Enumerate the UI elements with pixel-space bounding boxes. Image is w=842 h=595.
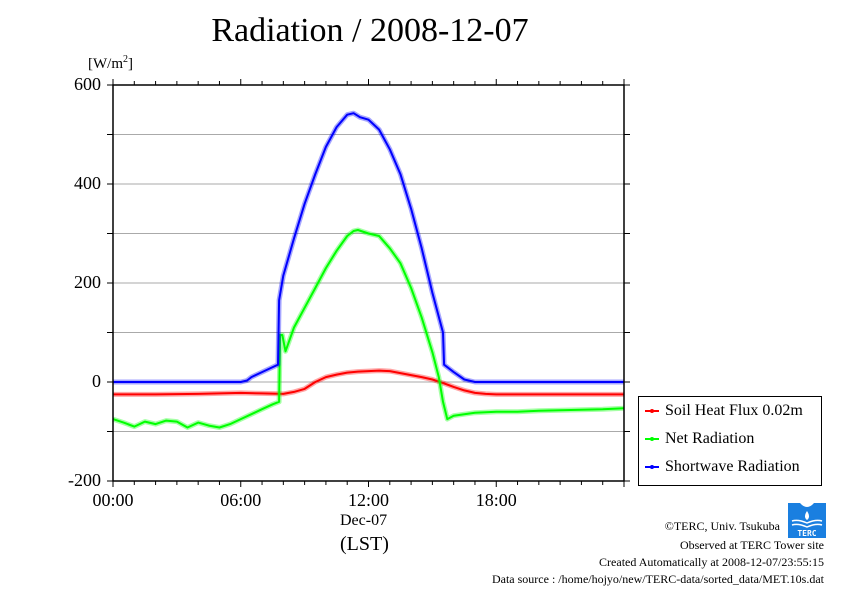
x-tick-label: 06:00: [220, 490, 262, 510]
y-tick-label: 200: [74, 272, 101, 292]
y-axis-unit: [W/m2]: [88, 54, 133, 73]
legend-swatch: [645, 409, 659, 413]
chart-title: Radiation / 2008-12-07: [211, 12, 529, 49]
series-line-soil-heat-flux-0-02m: [113, 369, 624, 396]
y-tick-label: -200: [68, 470, 101, 490]
x-axis-title: (LST): [340, 533, 389, 555]
series-line-shortwave-radiation: [113, 112, 624, 383]
y-unit-text: [W/m: [88, 56, 123, 72]
terc-logo-icon: TERC: [788, 503, 826, 538]
x-axis-date: Dec-07: [340, 512, 388, 529]
grid-lines: [113, 134, 624, 432]
y-unit-sup: 2: [123, 54, 128, 65]
credit-copyright: ©TERC, Univ. Tsukuba: [664, 519, 780, 533]
series-halo-1: [112, 227, 625, 430]
legend-swatch: [645, 465, 659, 469]
terc-logo-text: TERC: [797, 529, 816, 538]
y-unit-end: ]: [128, 56, 133, 72]
legend-item-soil-heat-flux: Soil Heat Flux 0.02m: [645, 401, 803, 421]
credit-created: Created Automatically at 2008-12-07/23:5…: [599, 555, 824, 569]
plot-frame: [107, 79, 630, 487]
y-tick-label: 400: [74, 173, 101, 193]
series-line-net-radiation: [112, 229, 625, 429]
credit-site: Observed at TERC Tower site: [679, 538, 824, 552]
legend-swatch: [645, 437, 659, 441]
legend-item-shortwave-radiation: Shortwave Radiation: [645, 457, 800, 477]
x-tick-label: 12:00: [347, 490, 389, 510]
y-tick-label: 600: [74, 74, 101, 94]
legend-label: Shortwave Radiation: [665, 458, 800, 475]
plot-border: [112, 84, 625, 482]
legend-label: Net Radiation: [665, 430, 755, 447]
y-tick-label: 0: [92, 371, 101, 391]
credit-source: Data source : /home/hojyo/new/TERC-data/…: [491, 572, 824, 586]
legend-item-net-radiation: Net Radiation: [645, 429, 754, 449]
series-group: [112, 110, 625, 430]
legend-label: Soil Heat Flux 0.02m: [665, 402, 803, 419]
series-halo-2: [113, 110, 624, 385]
x-tick-label: 00:00: [92, 490, 134, 510]
x-tick-label: 18:00: [475, 490, 517, 510]
legend: Soil Heat Flux 0.02m Net Radiation Short…: [638, 396, 822, 486]
terc-logo: TERC: [788, 503, 826, 538]
